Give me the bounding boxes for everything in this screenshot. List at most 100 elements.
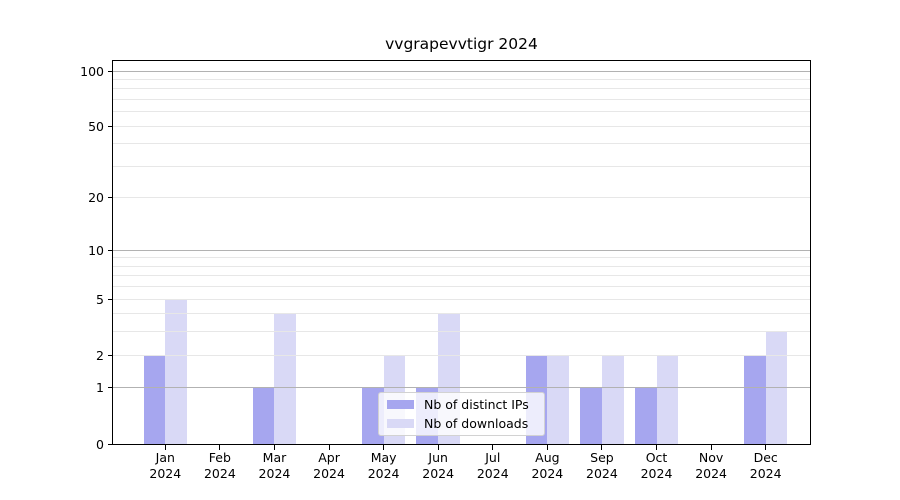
x-tick-label: Jan 2024 — [130, 450, 200, 482]
x-tick-label-month: Jan — [155, 450, 175, 465]
grid-line-minor — [113, 197, 810, 199]
x-tick-label-year: 2024 — [203, 466, 236, 481]
x-axis-tick — [219, 445, 221, 450]
grid-line-major — [113, 249, 810, 251]
x-tick-label: Mar 2024 — [239, 450, 309, 482]
bar-distinct-ips-sep — [580, 387, 602, 444]
y-axis-tick — [108, 125, 113, 127]
legend-swatch-distinct-ips-icon — [387, 400, 414, 409]
x-axis-tick — [546, 445, 548, 450]
grid-line-major — [113, 70, 810, 72]
x-tick-label: Feb 2024 — [185, 450, 255, 482]
bar-downloads-jan — [165, 299, 188, 444]
x-tick-label-year: 2024 — [258, 466, 291, 481]
grid-line-minor — [113, 165, 810, 167]
x-tick-label: Jun 2024 — [403, 450, 473, 482]
x-tick-label-year: 2024 — [149, 466, 182, 481]
x-tick-label-month: Apr — [318, 450, 340, 465]
legend-swatch-downloads-icon — [387, 419, 414, 428]
x-axis-tick — [656, 445, 658, 450]
x-tick-label-month: Feb — [208, 450, 231, 465]
x-axis-tick — [765, 445, 767, 450]
x-tick-label-month: Sep — [590, 450, 614, 465]
legend-item-downloads: Nb of downloads — [387, 416, 544, 431]
x-tick-label-month: Dec — [753, 450, 778, 465]
y-tick-label: 2 — [96, 347, 104, 363]
x-tick-label-year: 2024 — [640, 466, 673, 481]
x-tick-label-month: Mar — [262, 450, 287, 465]
x-tick-label-year: 2024 — [313, 466, 345, 481]
x-axis-tick — [601, 445, 603, 450]
x-tick-label-year: 2024 — [476, 466, 509, 481]
y-axis-tick — [108, 443, 113, 445]
legend-item-distinct-ips: Nb of distinct IPs — [387, 397, 544, 412]
bar-downloads-sep — [601, 355, 624, 444]
x-tick-label-month: Jun — [428, 450, 448, 465]
x-tick-label: Sep 2024 — [567, 450, 637, 482]
y-axis-tick — [108, 298, 113, 300]
x-tick-label-month: Oct — [645, 450, 668, 465]
legend: Nb of distinct IPs Nb of downloads — [378, 392, 545, 436]
bar-downloads-aug — [547, 355, 570, 444]
bar-distinct-ips-oct — [634, 387, 657, 444]
x-tick-label: Aug 2024 — [512, 450, 582, 482]
bar-distinct-ips-mar — [252, 387, 275, 444]
x-tick-label: May 2024 — [349, 450, 419, 482]
x-axis-tick — [273, 445, 275, 450]
grid-line-minor — [113, 286, 810, 288]
grid-line-minor — [113, 98, 810, 100]
x-axis-tick — [164, 445, 166, 450]
x-tick-label-year: 2024 — [749, 466, 782, 481]
legend-label-distinct-ips: Nb of distinct IPs — [424, 397, 529, 412]
grid-line-minor — [113, 275, 810, 277]
bar-downloads-oct — [656, 355, 679, 444]
x-tick-label: Nov 2024 — [676, 450, 746, 482]
x-tick-label: Dec 2024 — [731, 450, 801, 482]
grid-line-minor — [113, 257, 810, 259]
x-tick-label-year: 2024 — [367, 466, 400, 481]
x-tick-label-year: 2024 — [531, 466, 564, 481]
y-tick-label: 50 — [88, 118, 104, 134]
bar-downloads-mar — [274, 313, 297, 444]
y-tick-label: 0 — [96, 436, 104, 452]
x-tick-label: Jul 2024 — [458, 450, 528, 482]
y-axis-tick — [108, 387, 113, 389]
y-axis-tick — [108, 354, 113, 356]
x-axis-tick — [437, 445, 439, 450]
grid-line-minor — [113, 88, 810, 90]
grid-line-minor — [113, 313, 810, 315]
y-tick-label: 20 — [88, 190, 104, 206]
y-tick-label: 10 — [88, 242, 104, 258]
grid-line-major — [113, 387, 810, 389]
y-axis-tick — [108, 70, 113, 72]
grid-line-minor — [113, 125, 810, 127]
x-axis-tick — [328, 445, 330, 450]
grid-line-minor — [113, 111, 810, 113]
bar-distinct-ips-dec — [743, 355, 766, 444]
grid-line-minor — [113, 354, 810, 356]
y-axis-tick — [108, 197, 113, 199]
x-tick-label-month: Jul — [485, 450, 501, 465]
x-tick-label-year: 2024 — [586, 466, 618, 481]
x-tick-label: Oct 2024 — [622, 450, 692, 482]
x-axis-tick — [383, 445, 385, 450]
x-axis-tick — [492, 445, 494, 450]
grid-line-minor — [113, 78, 810, 80]
x-tick-label-month: Aug — [535, 450, 560, 465]
y-tick-label: 1 — [96, 380, 104, 396]
legend-label-downloads: Nb of downloads — [424, 416, 529, 431]
y-axis-tick — [108, 249, 113, 251]
grid-line-minor — [113, 331, 810, 333]
bar-distinct-ips-jan — [143, 355, 166, 444]
x-tick-label-year: 2024 — [695, 466, 727, 481]
x-tick-label-month: May — [370, 450, 397, 465]
chart-title: vvgrapevvtigr 2024 — [385, 35, 538, 53]
grid-line-minor — [113, 265, 810, 267]
y-tick-label: 5 — [96, 291, 104, 307]
x-axis-tick — [710, 445, 712, 450]
grid-line-minor — [113, 298, 810, 300]
x-tick-label-month: Nov — [698, 450, 724, 465]
y-tick-label: 100 — [80, 63, 104, 79]
grid-line-minor — [113, 143, 810, 145]
